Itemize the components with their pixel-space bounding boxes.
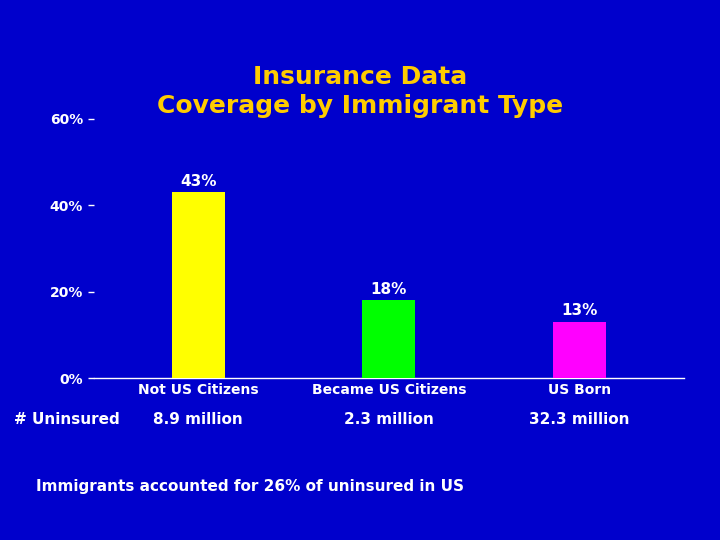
Text: Immigrants accounted for 26% of uninsured in US: Immigrants accounted for 26% of uninsure… [36, 480, 464, 495]
Bar [171, 192, 225, 378]
Text: 13%: 13% [561, 303, 598, 319]
Bar [362, 300, 415, 378]
Text: 43%: 43% [180, 174, 217, 189]
Text: Insurance Data
Coverage by Immigrant Type: Insurance Data Coverage by Immigrant Typ… [157, 65, 563, 118]
Text: 32.3 million: 32.3 million [529, 412, 629, 427]
Bar [552, 322, 606, 378]
Text: # Uninsured: # Uninsured [14, 412, 120, 427]
Text: 2.3 million: 2.3 million [344, 412, 433, 427]
Text: 18%: 18% [371, 282, 407, 297]
Text: 8.9 million: 8.9 million [153, 412, 243, 427]
